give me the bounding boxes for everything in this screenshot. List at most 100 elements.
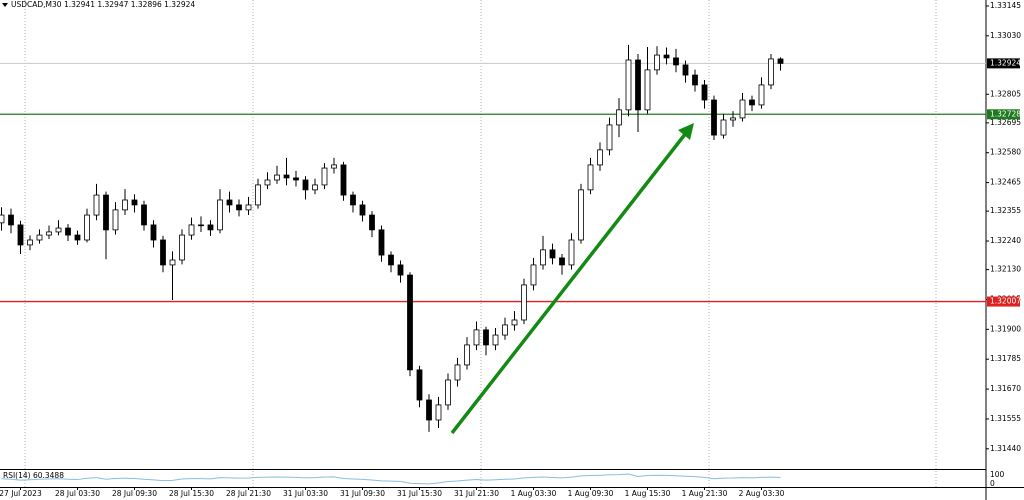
menu-icon[interactable]	[2, 3, 8, 7]
candle-body	[673, 57, 679, 66]
candle-body	[768, 58, 774, 86]
candle-body	[749, 99, 755, 106]
y-tick-label: 1.32805	[990, 89, 1021, 98]
candle-body	[388, 254, 394, 266]
candle-body	[682, 64, 689, 76]
x-tick-label: 1 Aug 09:30	[568, 489, 614, 498]
candle-body	[445, 379, 451, 406]
candle-body	[93, 194, 100, 216]
y-tick-label: 1.32695	[990, 118, 1021, 127]
candle-body	[540, 249, 546, 266]
candle-body	[502, 324, 508, 336]
x-tick-label: 1 Aug 21:30	[682, 489, 728, 498]
x-tick-label: 31 Jul 09:30	[340, 489, 385, 498]
trend-arrow	[450, 131, 688, 435]
candle-body	[321, 167, 328, 186]
candle-body	[407, 274, 413, 371]
candle-body	[55, 227, 62, 233]
price-badge-label: 1.32007	[990, 297, 1021, 306]
y-tick-label: 1.31900	[990, 324, 1021, 333]
candle-body	[293, 177, 299, 181]
rsi-tick-label: 100	[990, 470, 1005, 479]
candle-body	[84, 214, 90, 241]
x-tick-label: 1 Aug 03:30	[511, 489, 557, 498]
candle-body	[644, 69, 651, 111]
candle-body	[701, 84, 708, 101]
candle-body	[635, 59, 641, 111]
candle-body	[730, 117, 736, 121]
x-tick-label: 31 Jul 21:30	[454, 489, 499, 498]
candle-body	[331, 164, 337, 169]
y-tick-label: 1.33030	[990, 31, 1021, 40]
candle-body	[350, 194, 356, 206]
y-tick-label: 1.32580	[990, 148, 1021, 157]
candle-body	[264, 179, 271, 186]
y-tick-label: 1.32130	[990, 265, 1021, 274]
candle-body	[416, 369, 423, 401]
candle-body	[198, 224, 204, 227]
candle-body	[597, 149, 603, 166]
price-badge	[987, 58, 1020, 69]
rsi-line	[1, 473, 781, 485]
candle-body	[274, 174, 280, 181]
candle-body	[369, 214, 375, 231]
candle-body	[312, 184, 318, 191]
candle-body	[283, 174, 290, 179]
candle-body	[625, 59, 632, 111]
candle-body	[359, 204, 366, 216]
x-tick-label: 31 Jul 15:30	[397, 489, 442, 498]
candle-body	[255, 184, 261, 206]
candle-body	[426, 399, 432, 421]
y-tick-label: 1.31555	[990, 414, 1021, 423]
candle-body	[236, 204, 242, 211]
x-tick-label: 28 Jul 03:30	[55, 489, 100, 498]
candle-body	[559, 257, 565, 266]
price-badge	[987, 296, 1020, 307]
candle-body	[692, 74, 698, 86]
candle-body	[454, 364, 461, 381]
rsi-tick-label: 0	[990, 479, 995, 488]
candle-body	[226, 199, 233, 206]
candle-body	[36, 234, 43, 241]
candle-body	[492, 334, 499, 346]
candle-body	[739, 99, 746, 119]
candle-body	[720, 119, 727, 136]
x-tick-label: 28 Jul 21:30	[226, 489, 271, 498]
candle-body	[8, 214, 14, 226]
x-tick-label: 1 Aug 15:30	[625, 489, 671, 498]
candle-body	[160, 239, 166, 266]
candle-body	[758, 84, 765, 106]
price-badge-label: 1.32728	[990, 109, 1021, 118]
candle-body	[606, 124, 613, 151]
y-tick-label: 1.32465	[990, 178, 1021, 187]
candle-body	[616, 109, 622, 126]
x-tick-label: 2 Aug 03:30	[739, 489, 785, 498]
candle-body	[122, 199, 128, 211]
candle-body	[578, 189, 584, 241]
candle-body	[397, 264, 404, 276]
candle-body	[663, 54, 670, 59]
x-tick-label: 27 Jul 2023	[0, 489, 42, 498]
y-tick-label: 1.31670	[990, 384, 1021, 393]
candle-body	[188, 224, 195, 236]
y-tick-label: 1.31785	[990, 354, 1021, 363]
candle-body	[169, 259, 176, 266]
candle-body	[131, 199, 138, 206]
candle-body	[483, 329, 489, 346]
candle-body	[511, 319, 518, 326]
x-tick-label: 28 Jul 15:30	[169, 489, 214, 498]
candle-body	[217, 199, 223, 231]
candle-body	[150, 224, 157, 241]
x-tick-label: 28 Jul 09:30	[112, 489, 157, 498]
candle-body	[245, 204, 252, 211]
y-tick-label: 1.33145	[990, 1, 1021, 10]
candle-body	[568, 239, 575, 266]
candle-body	[464, 344, 470, 366]
candle-body	[207, 224, 214, 231]
candle-body	[587, 164, 594, 191]
candle-body	[46, 231, 52, 236]
y-tick-label: 1.31440	[990, 444, 1021, 453]
price-badge-label: 1.32924	[990, 58, 1021, 67]
